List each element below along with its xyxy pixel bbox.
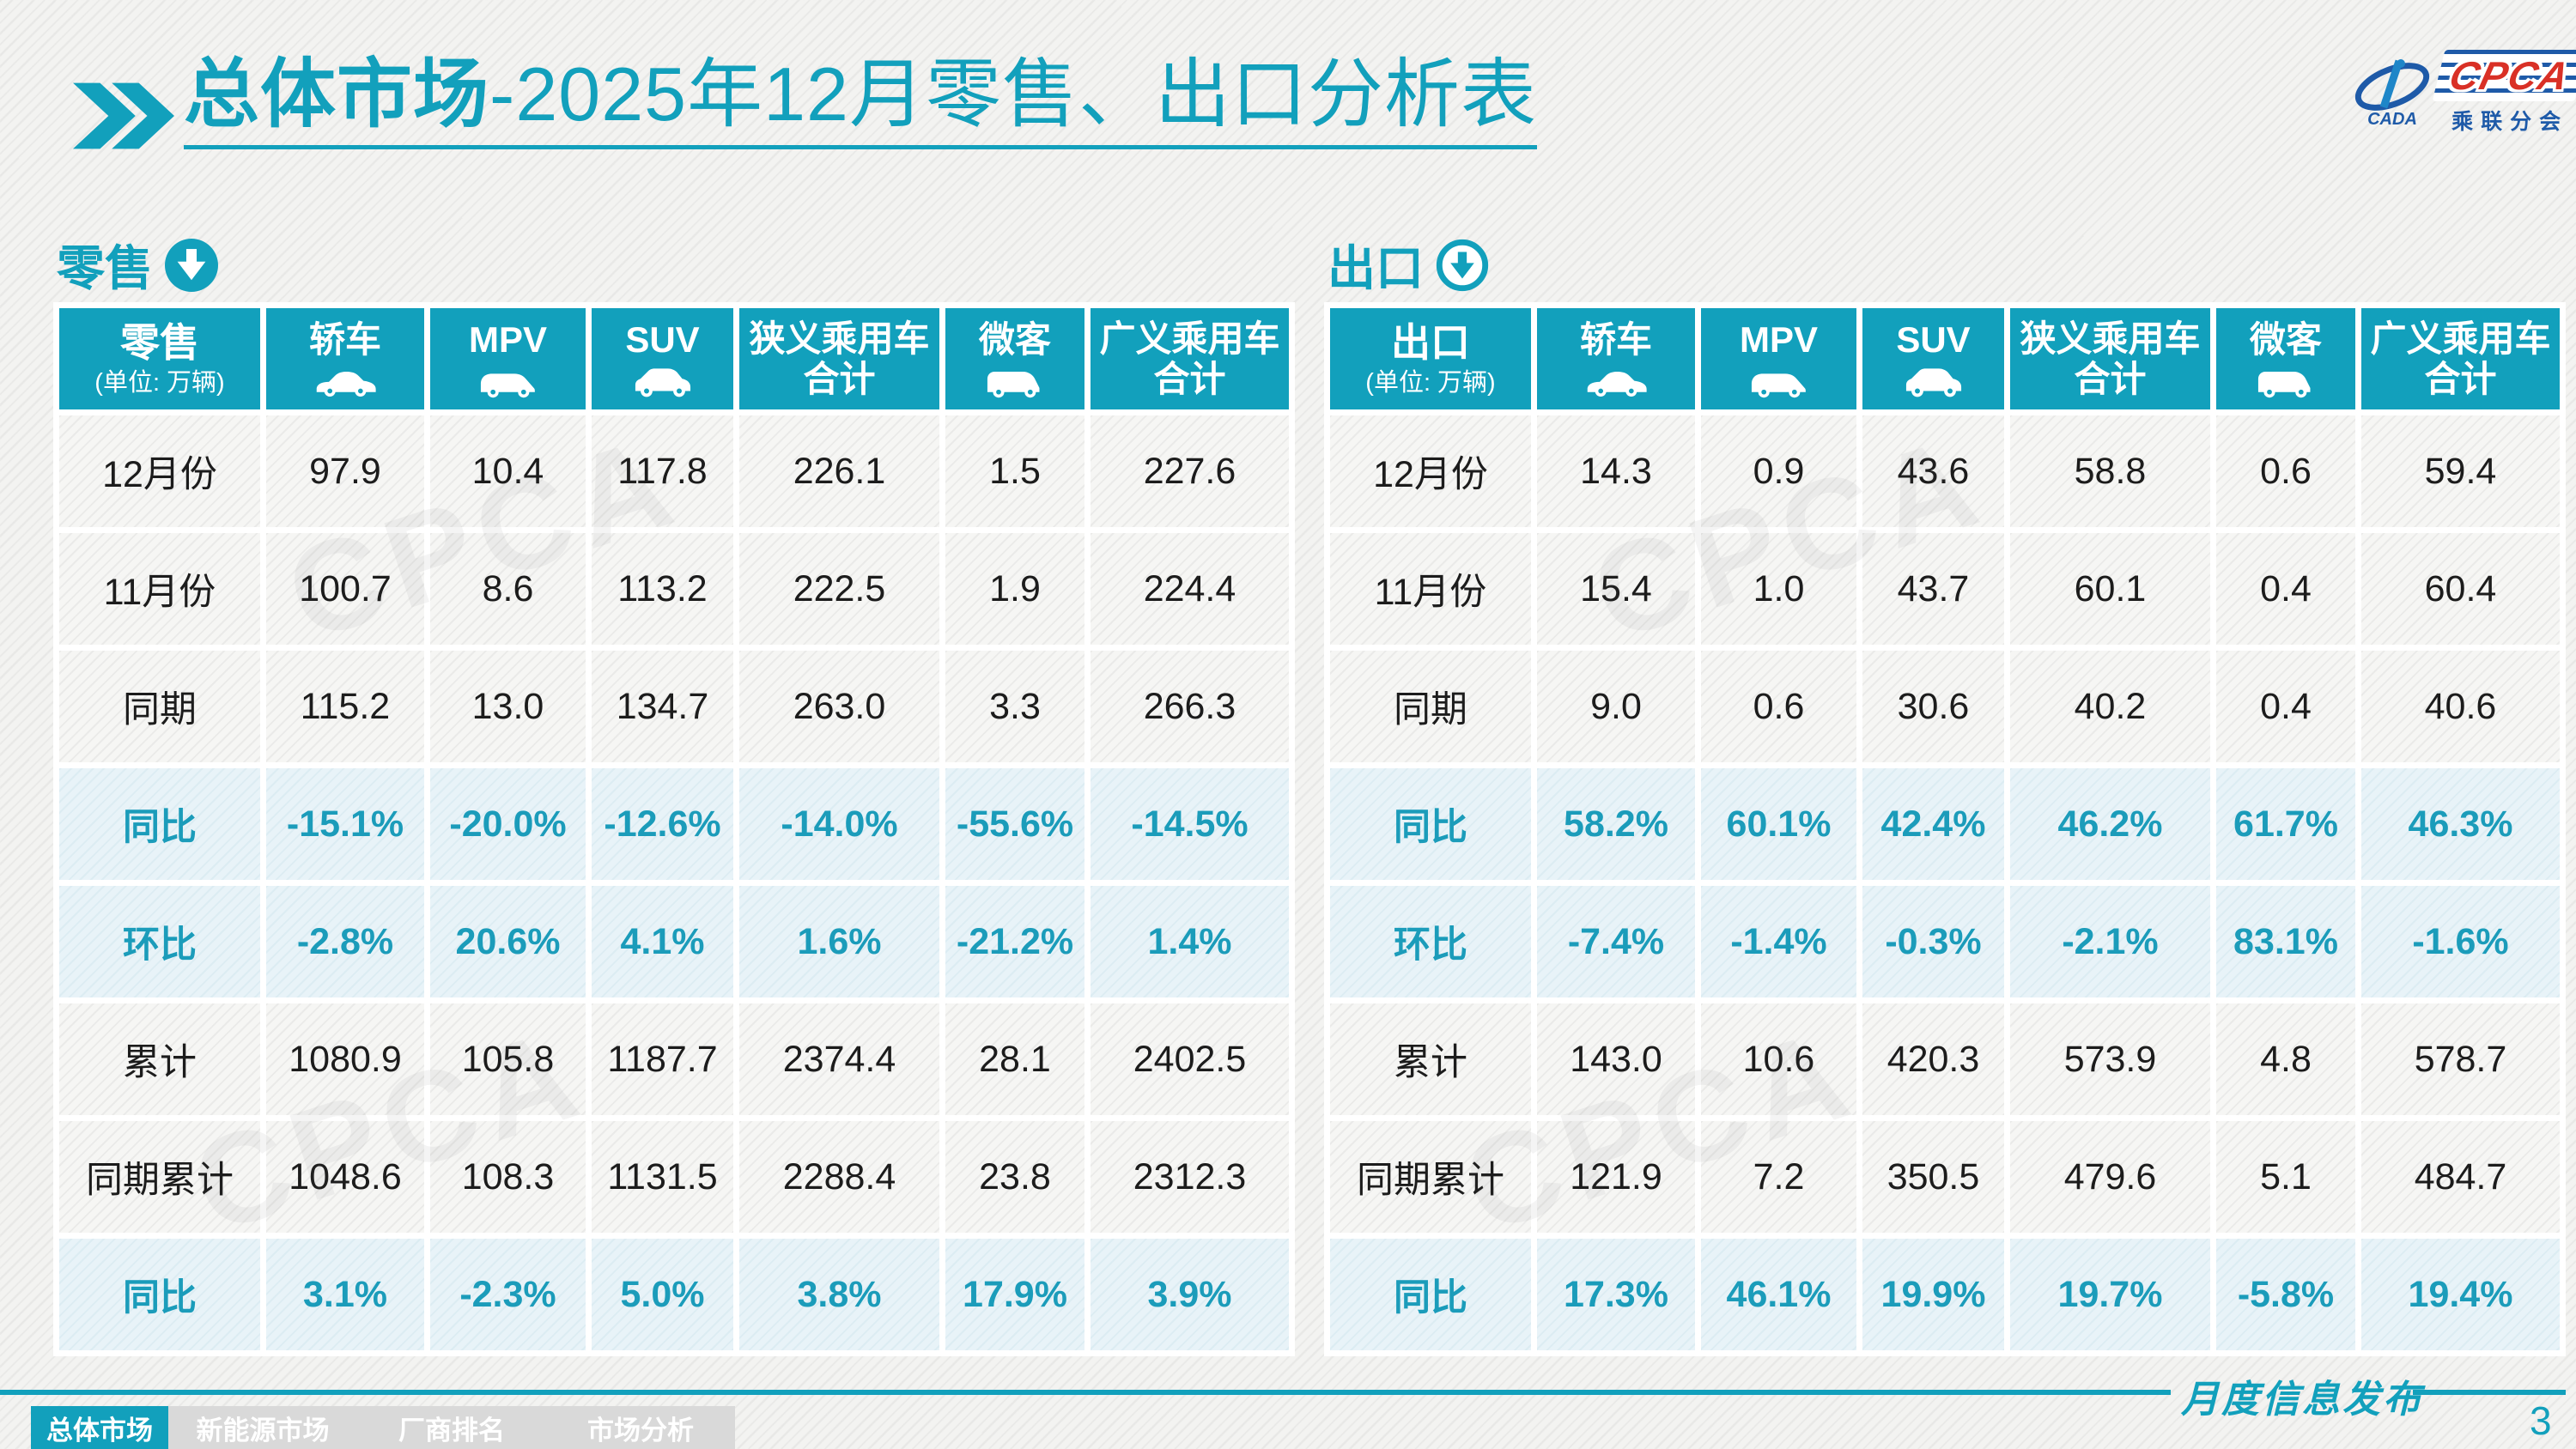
export-corner-cell: 出口 (单位: 万辆) xyxy=(1330,308,1531,409)
retail-corner-cell: 零售 (单位: 万辆) xyxy=(59,308,260,409)
sedan-icon xyxy=(313,367,378,398)
table-row: 同期 9.0 0.6 30.6 40.2 0.4 40.6 xyxy=(1330,651,2560,762)
cpca-subtitle: 乘联分会 xyxy=(2451,110,2569,134)
arrow-down-circle-icon xyxy=(165,239,218,292)
cpca-wordmark: CPCA xyxy=(2432,50,2576,101)
mpv-icon xyxy=(476,367,541,398)
table-row: 11月份 100.7 8.6 113.2 222.5 1.9 224.4 xyxy=(59,533,1289,645)
footer-rule-left xyxy=(0,1390,2171,1395)
retail-header-row: 零售 (单位: 万辆) 轿车 MPV SUV 狭义乘用车 合计 微客 广义乘用车合… xyxy=(59,308,1289,409)
table-row: 11月份 15.4 1.0 43.7 60.1 0.4 60.4 xyxy=(1330,533,2560,645)
export-header-row: 出口 (单位: 万辆) 轿车 MPV SUV 狭义乘用车 合计 微客 广义乘用车合… xyxy=(1330,308,2560,409)
mpv-icon xyxy=(1747,367,1812,398)
page-number: 3 xyxy=(2530,1398,2552,1443)
table-row: 同期 115.2 13.0 134.7 263.0 3.3 266.3 xyxy=(59,651,1289,762)
nav-tab-nev-market[interactable]: 新能源市场 xyxy=(196,1415,330,1446)
footer-rule-right xyxy=(2413,1390,2566,1395)
col-header-mpv: MPV xyxy=(430,308,586,409)
col-header-suv: SUV xyxy=(1862,308,2004,409)
svg-text:CADA: CADA xyxy=(2367,110,2417,129)
nav-tab-oem-ranking[interactable]: 厂商排名 xyxy=(398,1415,505,1446)
table-row-mom: 环比 -7.4% -1.4% -0.3% -2.1% 83.1% -1.6% xyxy=(1330,886,2560,997)
table-row-yoy: 同比 58.2% 60.1% 42.4% 46.2% 61.7% 46.3% xyxy=(1330,768,2560,880)
col-header-sedan: 轿车 xyxy=(1537,308,1695,409)
suv-icon xyxy=(1901,367,1966,398)
table-row-yoy: 同比 -15.1% -20.0% -12.6% -14.0% -55.6% -14.5% xyxy=(59,768,1289,880)
nav-tab-market-analysis[interactable]: 市场分析 xyxy=(587,1415,694,1446)
table-row-yoy-cum: 同比 3.1% -2.3% 5.0% 3.8% 17.9% 3.9% xyxy=(59,1239,1289,1350)
van-icon xyxy=(2253,367,2318,398)
col-header-narrow-pv: 狭义乘用车 合计 xyxy=(739,308,939,409)
footer-caption: 月度信息发布 xyxy=(2181,1378,2423,1422)
table-row: 12月份 14.3 0.9 43.6 58.8 0.6 59.4 xyxy=(1330,415,2560,527)
cada-emblem-icon: CADA xyxy=(2354,59,2430,129)
suv-icon xyxy=(630,367,696,398)
table-row: 同期累计 121.9 7.2 350.5 479.6 5.1 484.7 xyxy=(1330,1121,2560,1233)
export-table: 出口 (单位: 万辆) 轿车 MPV SUV 狭义乘用车 合计 微客 广义乘用车合… xyxy=(1324,302,2566,1356)
col-header-broad-pv: 广义乘用车 合计 xyxy=(2361,308,2560,409)
arrow-down-ring-icon xyxy=(1436,239,1489,292)
table-row: 12月份 97.9 10.4 117.8 226.1 1.5 227.6 xyxy=(59,415,1289,527)
retail-section-label: 零售 xyxy=(57,230,218,300)
table-row: 累计 143.0 10.6 420.3 573.9 4.8 578.7 xyxy=(1330,1003,2560,1115)
double-chevron-icon xyxy=(73,82,174,149)
page-title-bold: 总体市场 xyxy=(184,52,490,136)
page-title: 总体市场-2025年12月零售、出口分析表 xyxy=(184,52,1537,149)
table-row-mom: 环比 -2.8% 20.6% 4.1% 1.6% -21.2% 1.4% xyxy=(59,886,1289,997)
col-header-narrow-pv: 狭义乘用车 合计 xyxy=(2010,308,2210,409)
nav-tab-group: 新能源市场 厂商排名 市场分析 xyxy=(168,1406,735,1449)
export-section-label: 出口 xyxy=(1327,230,1489,300)
col-header-minivan: 微客 xyxy=(945,308,1084,409)
col-header-minivan: 微客 xyxy=(2216,308,2355,409)
page-title-rest: -2025年12月零售、出口分析表 xyxy=(489,52,1537,136)
col-header-broad-pv: 广义乘用车 合计 xyxy=(1091,308,1289,409)
sedan-icon xyxy=(1583,367,1649,398)
cpca-logo: CADA CPCA 乘联分会 xyxy=(2351,50,2576,136)
col-header-suv: SUV xyxy=(592,308,733,409)
table-row-yoy-cum: 同比 17.3% 46.1% 19.9% 19.7% -5.8% 19.4% xyxy=(1330,1239,2560,1350)
table-row: 同期累计 1048.6 108.3 1131.5 2288.4 23.8 2312.3 xyxy=(59,1121,1289,1233)
bottom-nav: 总体市场 新能源市场 厂商排名 市场分析 xyxy=(31,1406,735,1449)
col-header-mpv: MPV xyxy=(1701,308,1856,409)
nav-tab-overall-market[interactable]: 总体市场 xyxy=(31,1406,168,1449)
col-header-sedan: 轿车 xyxy=(266,308,424,409)
table-row: 累计 1080.9 105.8 1187.7 2374.4 28.1 2402.5 xyxy=(59,1003,1289,1115)
retail-table: 零售 (单位: 万辆) 轿车 MPV SUV 狭义乘用车 合计 微客 广义乘用车合… xyxy=(53,302,1295,1356)
van-icon xyxy=(982,367,1048,398)
